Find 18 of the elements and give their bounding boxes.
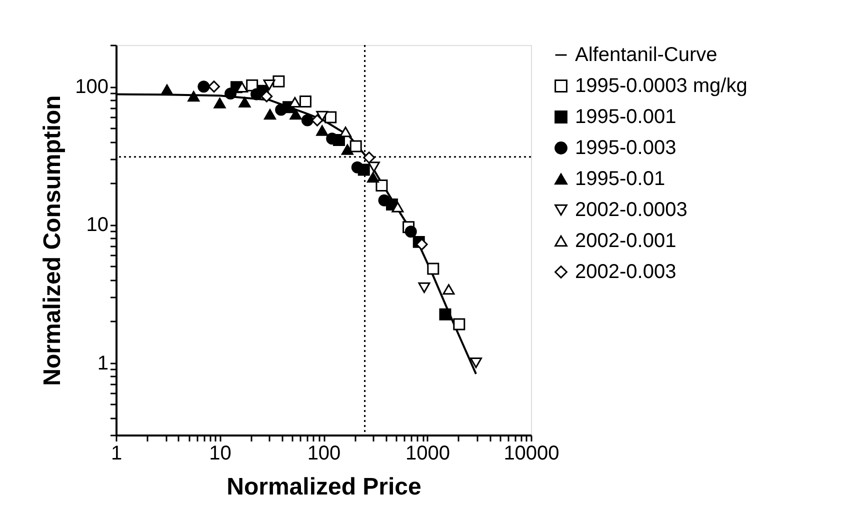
legend-label: 2002-0.003 [575, 261, 676, 283]
legend-label: 2002-0.001 [575, 230, 676, 252]
y-tick-label: 100 [75, 76, 108, 98]
x-tick-label: 100 [307, 442, 341, 464]
x-tick-label: 10 [209, 442, 232, 464]
x-tick-label: 10000 [504, 442, 560, 464]
legend-label: Alfentanil-Curve [575, 44, 718, 66]
legend-label: 1995-0.003 [575, 137, 676, 159]
y-tick-label: 10 [86, 214, 108, 236]
legend-label: 1995-0.001 [575, 106, 676, 128]
y-axis-title: Normalized Consumption [39, 95, 66, 386]
x-tick-label: 1 [110, 442, 122, 464]
x-tick-label: 1000 [406, 442, 450, 464]
legend-label: 2002-0.0003 [575, 199, 688, 221]
legend-label: 1995-0.01 [575, 168, 666, 190]
y-tick-label: 1 [97, 352, 108, 374]
x-axis-title: Normalized Price [226, 474, 422, 500]
legend-label: 1995-0.0003 mg/kg [575, 75, 748, 97]
